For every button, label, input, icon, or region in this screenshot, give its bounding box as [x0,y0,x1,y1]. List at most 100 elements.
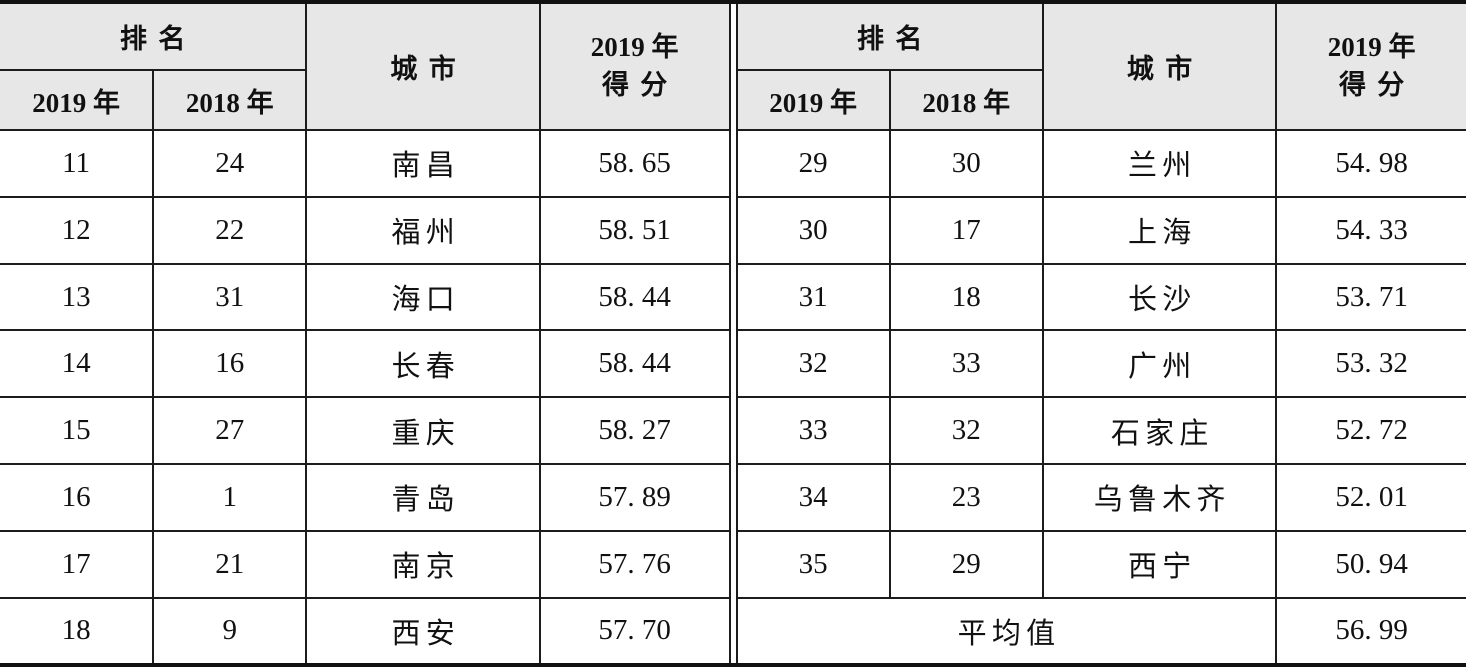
header-row-years: 2019 年 2018 年 [0,69,730,131]
table-row: 15 27 重庆 58. 27 [0,396,731,466]
cell-score: 54. 33 [1275,195,1466,265]
cell-rank-2019: 35 [735,529,891,599]
header-city: 城市 [1041,4,1278,131]
table-row: 29 30 兰州 54. 98 [735,129,1466,198]
cell-score: 58. 44 [538,262,731,332]
cell-rank-2019: 32 [735,329,891,399]
cell-city: 上海 [1041,195,1278,265]
table-row: 13 31 海口 58. 44 [0,262,731,332]
cell-city: 西安 [305,596,541,663]
cell-rank-2018: 31 [152,262,308,332]
table-row: 16 1 青岛 57. 89 [0,463,731,532]
cell-rank-2018: 33 [888,329,1044,399]
header-city-label: 城市 [390,54,468,84]
header-year-2019: 2019 年 [0,69,155,131]
cell-rank-2019: 29 [735,129,891,198]
cell-rank-2018: 23 [888,463,1044,532]
cell-rank-2018: 17 [888,195,1044,265]
cell-city: 福州 [305,195,541,265]
cell-city: 兰州 [1041,129,1278,198]
cell-rank-2018: 22 [152,195,308,265]
average-row: 平均值 56. 99 [735,596,1466,663]
cell-city: 广州 [1041,329,1278,399]
header-city-label: 城市 [1126,54,1204,84]
ranking-table-left: 排名 城市 2019 年 得分 2019 年 2018 年 11 24 南昌 5… [0,4,731,663]
header-year-2019: 2019 年 [735,69,891,131]
cell-score: 57. 70 [538,596,731,663]
cell-score: 52. 72 [1275,396,1466,466]
average-label-cell: 平均值 [735,596,1278,663]
cell-rank-2019: 31 [735,262,891,332]
cell-city: 南京 [305,529,541,599]
cell-rank-2018: 30 [888,129,1044,198]
cell-rank-2018: 29 [888,529,1044,599]
cell-score: 57. 76 [538,529,731,599]
cell-rank-2018: 32 [888,396,1044,466]
cell-rank-2019: 15 [0,396,155,466]
cell-rank-2018: 27 [152,396,308,466]
cell-rank-2019: 12 [0,195,155,265]
header-row-years: 2019 年 2018 年 [735,69,1466,131]
cell-rank-2018: 18 [888,262,1044,332]
cell-score: 50. 94 [1275,529,1466,599]
cell-city: 海口 [305,262,541,332]
header-score: 2019 年 得分 [1275,4,1466,131]
table-row: 33 32 石家庄 52. 72 [735,396,1466,466]
cell-rank-2019: 11 [0,129,155,198]
cell-rank-2018: 1 [152,463,308,532]
cell-score: 54. 98 [1275,129,1466,198]
ranking-table-right: 排名 城市 2019 年 得分 2019 年 2018 年 29 30 兰州 5… [735,4,1466,663]
cell-score: 58. 51 [538,195,731,265]
header-score-line2: 得分 [601,69,679,100]
cell-rank-2019: 14 [0,329,155,399]
cell-city: 西宁 [1041,529,1278,599]
cell-rank-2019: 30 [735,195,891,265]
cell-city: 乌鲁木齐 [1041,463,1278,532]
table-row: 34 23 乌鲁木齐 52. 01 [735,463,1466,532]
cell-rank-2018: 9 [152,596,308,663]
header-row-group: 排名 城市 2019 年 得分 [735,4,1466,131]
cell-score: 58. 65 [538,129,731,198]
cell-city: 长春 [305,329,541,399]
double-rule-divider [730,4,736,663]
header-rank-group: 排名 [735,4,1044,71]
cell-rank-2018: 24 [152,129,308,198]
header-year-2018: 2018 年 [152,69,308,131]
table-row: 14 16 长春 58. 44 [0,329,731,399]
cell-city: 石家庄 [1041,396,1278,466]
cell-rank-2019: 34 [735,463,891,532]
cell-city: 南昌 [305,129,541,198]
cell-rank-2019: 18 [0,596,155,663]
cell-rank-2019: 16 [0,463,155,532]
header-row-group: 排名 城市 2019 年 得分 [0,4,731,131]
header-score-line1: 2019 年 [590,31,679,62]
cell-score: 52. 01 [1275,463,1466,532]
cell-rank-2018: 16 [152,329,308,399]
table-row: 17 21 南京 57. 76 [0,529,731,599]
header-year-2018: 2018 年 [888,69,1043,131]
header-score: 2019 年 得分 [538,4,731,131]
cell-rank-2019: 17 [0,529,155,599]
cell-score: 53. 32 [1275,329,1466,399]
header-score-line2: 得分 [1338,69,1416,100]
table-row: 35 29 西宁 50. 94 [735,529,1466,599]
cell-city: 长沙 [1041,262,1278,332]
cell-rank-2019: 33 [735,396,891,466]
cell-city: 重庆 [305,396,541,466]
header-score-line1: 2019 年 [1327,31,1416,62]
table-row: 11 24 南昌 58. 65 [0,129,731,198]
header-city: 城市 [305,4,541,131]
header-rank-group-label: 排名 [857,24,934,54]
table-row: 18 9 西安 57. 70 [0,596,731,663]
table-row: 30 17 上海 54. 33 [735,195,1466,265]
table-row: 32 33 广州 53. 32 [735,329,1466,399]
cell-rank-2018: 21 [152,529,308,599]
cell-score: 58. 44 [538,329,731,399]
cell-score: 57. 89 [538,463,731,532]
header-rank-group: 排名 [0,4,308,71]
cell-city: 青岛 [305,463,541,532]
cell-score: 53. 71 [1275,262,1466,332]
table-row: 12 22 福州 58. 51 [0,195,731,265]
